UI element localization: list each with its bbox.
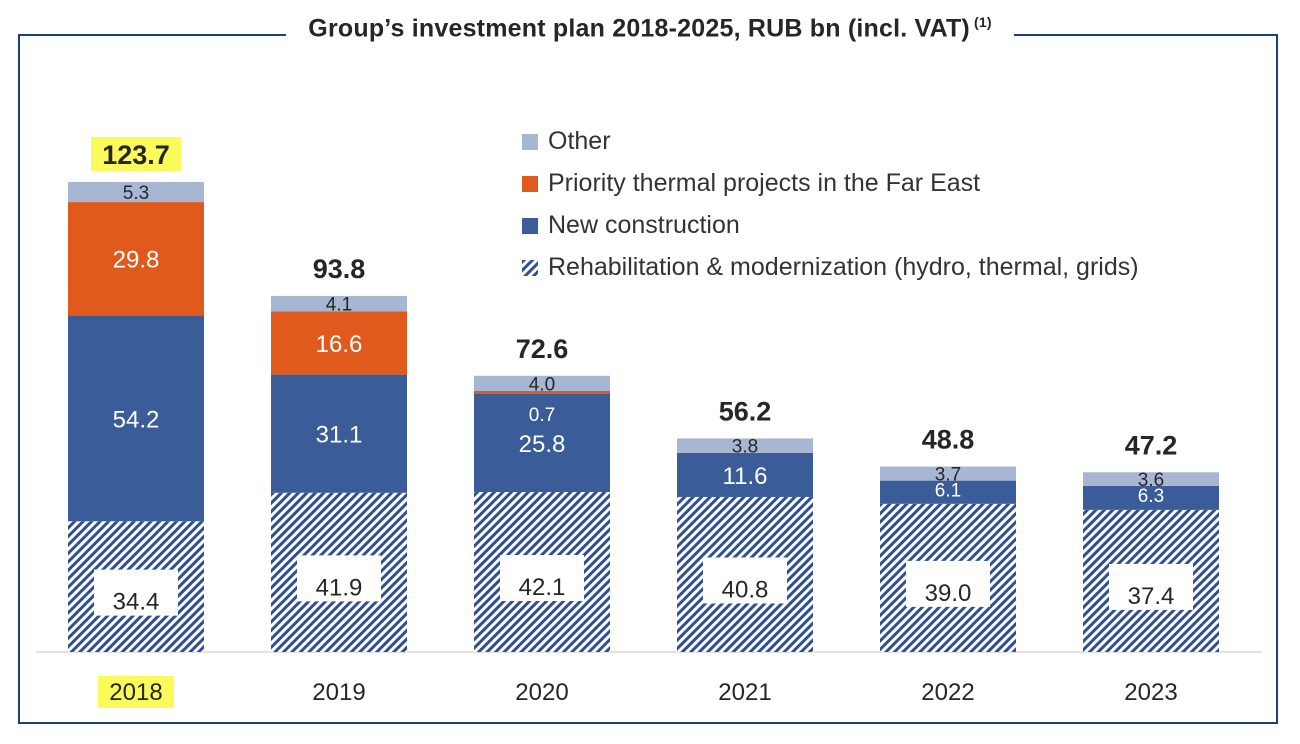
total-label-2018: 123.7 — [102, 140, 170, 170]
total-label-2022: 48.8 — [922, 425, 975, 455]
bar-segment-new_construction-2023 — [1083, 485, 1219, 510]
data-label-rehab-2022: 39.0 — [925, 580, 972, 607]
bar-segment-new_construction-2019 — [271, 374, 407, 493]
data-label-priority-2019: 16.6 — [316, 331, 363, 358]
chart-title-text: Group’s investment plan 2018-2025, RUB b… — [308, 14, 970, 43]
data-label-other-2020: 4.0 — [529, 374, 555, 395]
bar-segment-new_construction-2020 — [474, 393, 610, 493]
legend-label-new-construction: New construction — [548, 211, 740, 239]
data-label-other-2018: 5.3 — [123, 183, 149, 204]
bar-segment-priority-2018 — [68, 202, 204, 316]
bar-segment-other-2020 — [474, 375, 610, 391]
total-label-2020: 72.6 — [516, 334, 569, 364]
data-label-other-2021: 3.8 — [732, 437, 758, 458]
data-label-other-2022: 3.7 — [935, 465, 961, 486]
data-label-new-construction-2022: 6.1 — [935, 481, 961, 502]
data-label-new-construction-2021: 11.6 — [723, 463, 768, 490]
data-label-new-construction-2023: 6.3 — [1138, 486, 1164, 507]
legend-label-other: Other — [548, 127, 611, 155]
data-label-rehab-2020: 42.1 — [519, 574, 566, 601]
bar-group-2022: 48.8 2022 — [880, 425, 1016, 706]
bar-segment-other-2021 — [677, 438, 813, 453]
data-label-rehab-2023: 37.4 — [1128, 583, 1175, 610]
data-label-box-2019 — [297, 555, 381, 602]
legend-swatch-new-construction — [522, 218, 538, 234]
legend-label-rehab: Rehabilitation & modernization (hydro, t… — [548, 253, 1139, 281]
bar-segment-new_construction-2022 — [880, 480, 1016, 504]
legend: Other Priority thermal projects in the F… — [522, 126, 1139, 294]
total-label-2019: 93.8 — [313, 254, 366, 284]
data-label-priority-2018: 29.8 — [113, 247, 160, 274]
x-tick-label-2019: 2019 — [312, 679, 365, 706]
data-label-new-construction-2018: 54.2 — [113, 406, 160, 433]
bar-segment-priority-2019 — [271, 311, 407, 375]
data-label-other-2023: 3.6 — [1138, 470, 1164, 491]
chart-title: Group’s investment plan 2018-2025, RUB b… — [286, 14, 1014, 44]
x-tick-label-2020: 2020 — [515, 679, 568, 706]
total-label-2023: 47.2 — [1125, 430, 1178, 460]
data-label-box-2021 — [703, 557, 787, 604]
x-tick-label-2018: 2018 — [109, 679, 162, 706]
data-label-rehab-2019: 41.9 — [316, 574, 363, 601]
legend-swatch-rehab — [522, 260, 538, 276]
x-tick-label-2021: 2021 — [718, 679, 771, 706]
data-label-box-2020 — [500, 555, 584, 602]
data-label-rehab-2021: 40.8 — [722, 576, 769, 603]
legend-label-priority: Priority thermal projects in the Far Eas… — [548, 169, 981, 197]
x-tick-label-2022: 2022 — [921, 679, 974, 706]
data-label-box-2022 — [906, 560, 990, 607]
bar-segment-priority-2020 — [474, 390, 610, 394]
legend-swatch-priority — [522, 176, 538, 192]
bar-segment-other-2018 — [68, 181, 204, 203]
x-tick-label-2023: 2023 — [1124, 679, 1177, 706]
legend-item-priority: Priority thermal projects in the Far Eas… — [522, 168, 1139, 210]
data-label-rehab-2018: 34.4 — [113, 589, 160, 616]
data-label-box-2018 — [94, 569, 178, 616]
bar-segment-new_construction-2021 — [677, 452, 813, 497]
bar-segment-new_construction-2018 — [68, 315, 204, 522]
total-label-2021: 56.2 — [719, 396, 772, 426]
data-label-new-construction-2020: 25.8 — [519, 431, 566, 458]
data-label-box-2023 — [1109, 563, 1193, 610]
bar-group-2020: 72.6 2020 — [474, 334, 610, 706]
chart-title-wrap: Group’s investment plan 2018-2025, RUB b… — [0, 14, 1300, 44]
legend-item-other: Other — [522, 126, 1139, 168]
bar-segment-other-2023 — [1083, 472, 1219, 486]
data-label-other-2019: 4.1 — [326, 295, 352, 316]
bar-group-2018: 123.7 2018 — [68, 136, 204, 708]
bar-group-2021: 56.2 2021 — [677, 396, 813, 706]
legend-swatch-other — [522, 134, 538, 150]
bar-segment-other-2019 — [271, 295, 407, 312]
category-highlight-2018 — [98, 676, 174, 708]
bar-group-2023: 47.2 2023 — [1083, 430, 1219, 706]
title-footnote: (1) — [973, 14, 992, 30]
legend-item-rehab: Rehabilitation & modernization (hydro, t… — [522, 252, 1139, 294]
total-highlight-2018 — [91, 136, 181, 171]
data-label-priority-2020: 0.7 — [529, 405, 555, 426]
data-label-new-construction-2019: 31.1 — [316, 422, 363, 449]
bar-segment-other-2022 — [880, 466, 1016, 481]
legend-item-new-construction: New construction — [522, 210, 1139, 252]
bar-group-2019: 93.8 2019 — [271, 254, 407, 706]
